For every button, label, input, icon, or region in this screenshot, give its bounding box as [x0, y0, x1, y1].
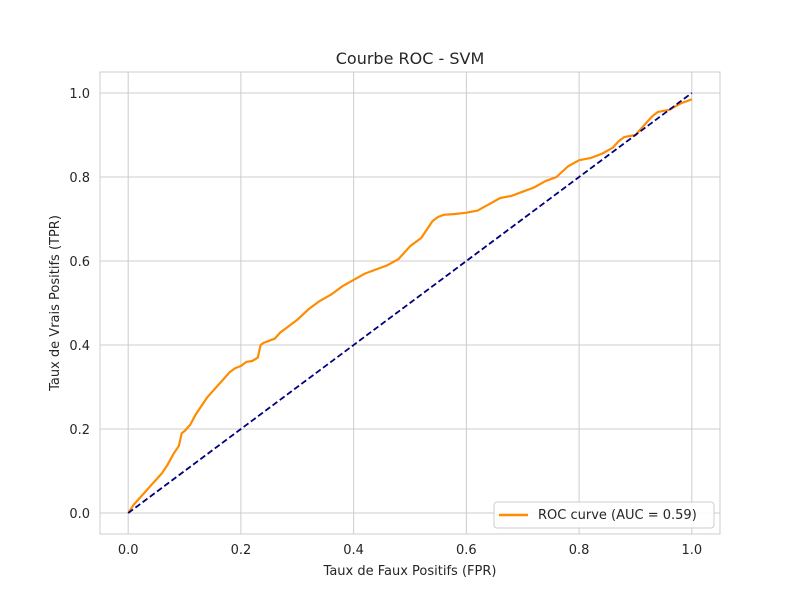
legend: ROC curve (AUC = 0.59) — [493, 501, 715, 529]
x-tick-label: 0.8 — [569, 543, 590, 558]
y-tick-label: 1.0 — [69, 87, 90, 102]
chart-title: Courbe ROC - SVM — [336, 49, 485, 68]
x-tick-label: 0.0 — [118, 543, 139, 558]
roc-curve-line — [127, 98, 693, 514]
chance-diagonal-line — [127, 92, 693, 514]
x-tick-label: 0.6 — [456, 543, 477, 558]
x-tick-label: 1.0 — [681, 543, 702, 558]
plot-border — [99, 71, 721, 535]
y-tick-label: 0.2 — [69, 423, 90, 438]
x-axis-label: Taux de Faux Positifs (FPR) — [323, 564, 497, 579]
legend-label-roc: ROC curve (AUC = 0.59) — [538, 508, 697, 523]
y-tick-label: 0.0 — [69, 507, 90, 522]
x-tick-label: 0.2 — [231, 543, 252, 558]
x-tick-label: 0.4 — [343, 543, 364, 558]
tick-labels: 0.0 0.2 0.4 0.6 0.8 1.0 0.0 0.2 0.4 0.6 0.8 1.0 — [69, 87, 702, 558]
y-tick-label: 0.8 — [69, 171, 90, 186]
y-axis-label: Taux de Vrais Positifs (TPR) — [48, 215, 63, 392]
legend-box — [493, 501, 715, 529]
y-tick-label: 0.6 — [69, 255, 90, 270]
series-layer — [127, 92, 693, 514]
y-tick-label: 0.4 — [69, 339, 90, 354]
